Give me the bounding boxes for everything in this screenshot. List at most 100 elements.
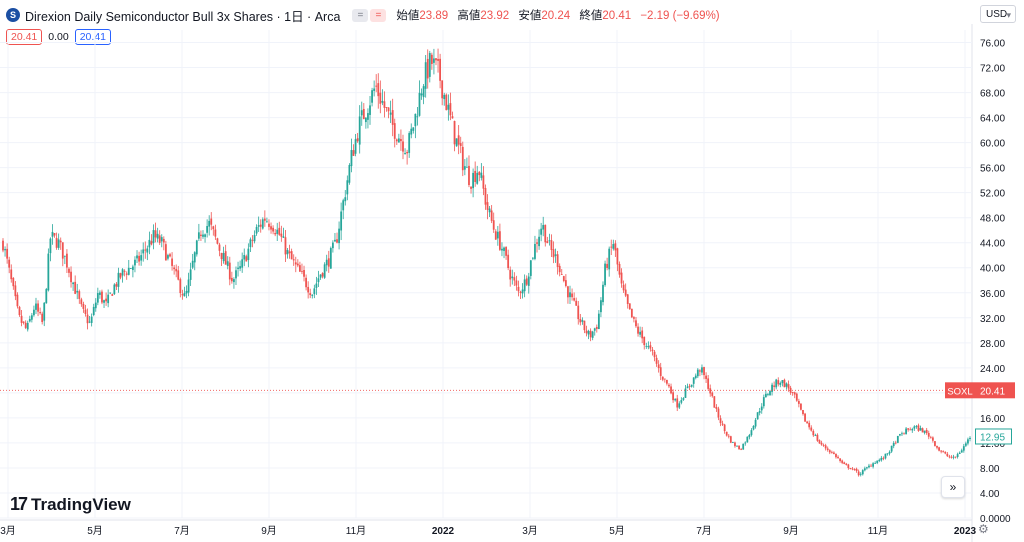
- y-tick-label: 52.00: [980, 189, 1005, 200]
- candle-body: [109, 292, 112, 294]
- candle-body: [301, 271, 303, 272]
- candle-body: [422, 86, 425, 98]
- candle-body: [653, 351, 656, 358]
- candle-body: [913, 426, 916, 429]
- y-tick-label: 8.00: [980, 464, 1000, 475]
- candle-body: [49, 238, 52, 254]
- candle-body: [323, 264, 326, 278]
- candle-body: [181, 294, 184, 296]
- candle-body: [793, 392, 796, 395]
- candle-body: [872, 463, 874, 467]
- candle-body: [253, 234, 256, 242]
- candle-body: [272, 227, 275, 232]
- candle-body: [14, 285, 17, 297]
- candle-body: [903, 433, 905, 435]
- candle-body: [204, 234, 206, 237]
- candle-body: [107, 294, 110, 304]
- candle-body: [150, 241, 153, 245]
- candle-body: [647, 346, 650, 348]
- candle-body: [816, 434, 819, 441]
- candle-body: [331, 242, 334, 249]
- chart-header: S Direxion Daily Semiconductor Bull 3x S…: [6, 4, 720, 26]
- candle-body: [641, 330, 644, 339]
- candle-body: [164, 244, 167, 261]
- candle-body: [441, 80, 444, 99]
- candle-body: [354, 139, 357, 154]
- candle-body: [952, 456, 955, 458]
- candle-body: [208, 220, 211, 227]
- candle-body: [525, 278, 528, 285]
- candle-body: [148, 239, 151, 248]
- candle-body: [620, 272, 623, 284]
- candle-body: [480, 172, 483, 178]
- candle-body: [375, 85, 378, 87]
- candle-body: [82, 303, 85, 309]
- candle-body: [781, 380, 784, 384]
- y-tick-label: 32.00: [980, 314, 1005, 325]
- candle-body: [400, 139, 402, 142]
- candle-body: [567, 286, 569, 298]
- candle-body: [397, 138, 400, 143]
- candle-body: [523, 279, 526, 292]
- ohlc-readout: 始値23.89 高値23.92 安値20.24 終値20.41 −2.19 (−…: [396, 7, 719, 23]
- candle-body: [558, 265, 561, 273]
- candle-body: [499, 231, 501, 250]
- candle-body: [162, 238, 165, 243]
- candle-body: [461, 146, 464, 171]
- candle-body: [492, 220, 495, 230]
- candle-body: [222, 252, 225, 262]
- buy-price-box[interactable]: 20.41: [74, 29, 111, 45]
- candle-body: [474, 170, 477, 182]
- candle-body: [266, 221, 268, 223]
- candle-body: [296, 263, 299, 266]
- candle-body: [342, 200, 345, 211]
- candle-body: [249, 239, 252, 248]
- sell-price-box[interactable]: 20.41: [6, 29, 43, 45]
- candle-body: [74, 281, 77, 294]
- candle-body: [736, 445, 738, 447]
- candle-body: [8, 259, 11, 268]
- settings-gear-icon[interactable]: ⚙: [978, 522, 989, 536]
- y-tick-label: 36.00: [980, 289, 1005, 300]
- candle-body: [43, 302, 46, 321]
- candle-body: [878, 459, 881, 461]
- candle-body: [224, 251, 227, 265]
- candle-body: [117, 272, 120, 287]
- candle-body: [785, 383, 788, 387]
- candle-body: [362, 108, 365, 120]
- candle-body: [923, 430, 926, 433]
- candle-body: [950, 456, 953, 458]
- tradingview-logo[interactable]: 17 TradingView: [10, 494, 131, 515]
- candle-body: [519, 291, 522, 293]
- candle-body: [381, 100, 384, 103]
- candle-body: [202, 234, 204, 237]
- candle-body: [121, 269, 124, 276]
- candle-body: [651, 349, 654, 352]
- candle-body: [880, 457, 883, 461]
- candle-body: [47, 253, 50, 291]
- candle-body: [470, 186, 472, 189]
- candle-body: [820, 442, 823, 445]
- y-tick-label: 68.00: [980, 89, 1005, 100]
- candle-body: [10, 269, 13, 280]
- candle-body: [216, 238, 219, 244]
- candle-body: [235, 270, 237, 279]
- symbol-title[interactable]: Direxion Daily Semiconductor Bull 3x Sha…: [25, 9, 341, 24]
- compare-toggle[interactable]: = =: [352, 8, 387, 22]
- candle-body: [538, 236, 540, 247]
- candle-body: [309, 293, 312, 296]
- candle-body: [958, 452, 961, 455]
- scroll-to-realtime-button[interactable]: »: [941, 476, 965, 498]
- currency-select[interactable]: USD: [980, 5, 1016, 24]
- candle-body: [921, 428, 924, 433]
- symbol-marker-label-bg: [945, 382, 975, 399]
- spread-value: 0.00: [48, 31, 69, 43]
- candle-body: [496, 231, 499, 239]
- candle-body: [579, 318, 582, 323]
- candle-body: [284, 237, 287, 255]
- candle-body: [682, 398, 685, 400]
- candle-body: [762, 397, 765, 407]
- candle-body: [156, 233, 159, 239]
- candle-body: [779, 382, 782, 385]
